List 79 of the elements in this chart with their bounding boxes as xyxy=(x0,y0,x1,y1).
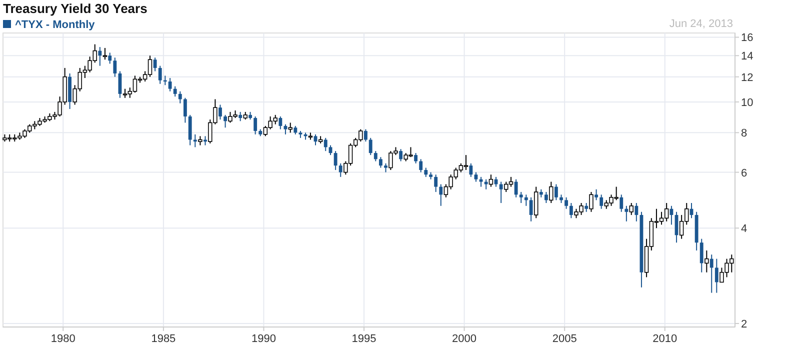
candlestick xyxy=(594,188,598,201)
candlestick xyxy=(284,124,288,135)
y-tick-label: 10 xyxy=(741,96,754,109)
candlestick xyxy=(198,136,202,146)
legend-label: ^TYX - Monthly xyxy=(15,19,96,31)
candlestick xyxy=(368,137,372,156)
candlestick xyxy=(102,47,108,60)
candlestick xyxy=(419,158,423,173)
candlestick xyxy=(488,174,494,188)
y-tick-label: 4 xyxy=(741,223,748,236)
candlestick xyxy=(204,136,207,146)
candlestick xyxy=(158,65,162,84)
candlestick xyxy=(399,148,403,162)
candlestick xyxy=(499,181,503,204)
candlestick xyxy=(374,150,378,162)
candlestick xyxy=(338,162,342,178)
candlestick xyxy=(328,144,332,156)
candlestick xyxy=(634,202,638,222)
x-tick-label: 2000 xyxy=(452,333,477,345)
candlestick xyxy=(569,202,573,219)
candlestick xyxy=(113,57,117,78)
candlestick xyxy=(514,178,518,198)
candlestick xyxy=(589,191,594,212)
candlestick xyxy=(704,250,709,273)
candlestick xyxy=(238,111,242,122)
y-tick-label: 2 xyxy=(741,318,748,331)
candlestick xyxy=(98,46,102,66)
candlestick xyxy=(564,196,568,210)
candlestick xyxy=(479,176,483,188)
y-tick-label: 6 xyxy=(741,167,748,180)
candlestick xyxy=(168,77,172,92)
candlestick xyxy=(424,167,428,178)
candlestick xyxy=(469,162,473,178)
candlestick xyxy=(278,116,282,130)
x-tick-label: 2005 xyxy=(552,333,577,345)
candlestick xyxy=(414,152,418,164)
candlestick xyxy=(629,202,634,216)
candlestick xyxy=(224,114,227,128)
candlestick xyxy=(178,90,182,104)
y-tick-label: 16 xyxy=(741,32,754,44)
candlestick xyxy=(188,114,192,146)
candlestick xyxy=(173,86,177,98)
candlestick xyxy=(439,184,443,206)
candlestick xyxy=(364,128,368,142)
candlestick xyxy=(600,194,604,210)
candlestick xyxy=(218,104,222,120)
candlestick xyxy=(620,194,624,212)
y-tick-label: 12 xyxy=(741,72,754,84)
candlestick xyxy=(288,122,292,134)
candlestick xyxy=(254,116,258,135)
candlestick xyxy=(474,172,478,182)
y-tick-label: 8 xyxy=(741,128,748,140)
x-tick-label: 1990 xyxy=(251,333,276,345)
text: Jun 24, 2013 xyxy=(669,18,733,30)
candlestick xyxy=(554,184,558,201)
candlestick xyxy=(519,191,523,204)
candlestick xyxy=(700,238,704,273)
candlestick xyxy=(183,97,187,124)
x-tick-label: 2010 xyxy=(652,333,678,345)
candlestick xyxy=(714,258,718,294)
candlestick xyxy=(524,194,528,206)
candlestick xyxy=(624,205,628,222)
candlestick xyxy=(378,156,382,168)
candlestick xyxy=(529,196,533,222)
candlestick xyxy=(544,191,548,204)
x-tick-label: 1995 xyxy=(352,333,376,345)
candlestick xyxy=(549,181,554,204)
chart-title: Treasury Yield 30 Years xyxy=(3,1,148,16)
candlestick xyxy=(108,52,112,64)
y-tick-label: 14 xyxy=(741,50,754,63)
candlestick xyxy=(153,57,157,72)
candlestick xyxy=(334,150,338,170)
candlestick xyxy=(434,174,438,192)
x-tick-label: 1985 xyxy=(151,333,176,345)
candlestick xyxy=(324,137,328,152)
candlestick xyxy=(193,134,197,148)
candlestick xyxy=(534,186,538,219)
candlestick xyxy=(710,254,714,294)
x-tick-label: 1980 xyxy=(50,333,76,345)
